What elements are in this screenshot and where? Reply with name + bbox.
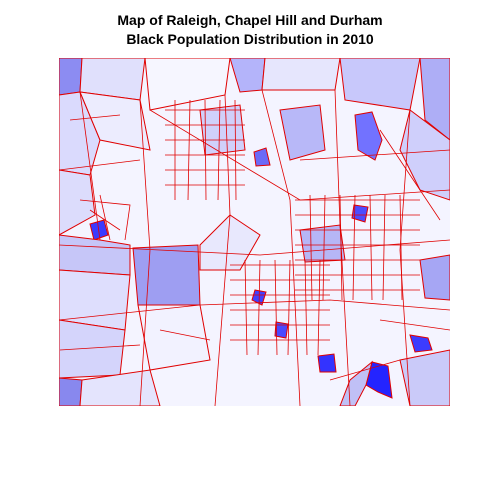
tracts [59,58,450,406]
tract [59,91,101,176]
tract [199,104,246,156]
boundary [59,114,450,381]
tract [132,244,201,306]
tract [339,360,373,406]
tract [59,169,96,236]
boundary [165,99,245,201]
tract [199,214,261,271]
tract [137,304,211,371]
tract [79,91,151,151]
boundary [230,259,330,356]
map-title-line2: Black Population Distribution in 2010 [126,31,374,47]
tract [79,369,161,406]
map [59,58,450,406]
tract [279,104,326,161]
tract [59,319,126,379]
tract [59,269,131,331]
tract [59,58,83,96]
tract [317,353,337,373]
tract [399,109,450,201]
map-title-line1: Map of Raleigh, Chapel Hill and Durham [117,12,382,28]
tract-boundaries [59,89,450,406]
tract [399,349,450,406]
tract [354,111,383,161]
tract [419,254,450,301]
tract [59,234,131,276]
tract [253,147,271,167]
boundary [295,194,420,301]
tract [419,58,450,141]
tract [351,204,369,223]
tract [261,58,341,91]
tract [299,224,346,263]
tract [274,321,289,339]
tract [409,334,433,353]
tract [59,377,83,406]
